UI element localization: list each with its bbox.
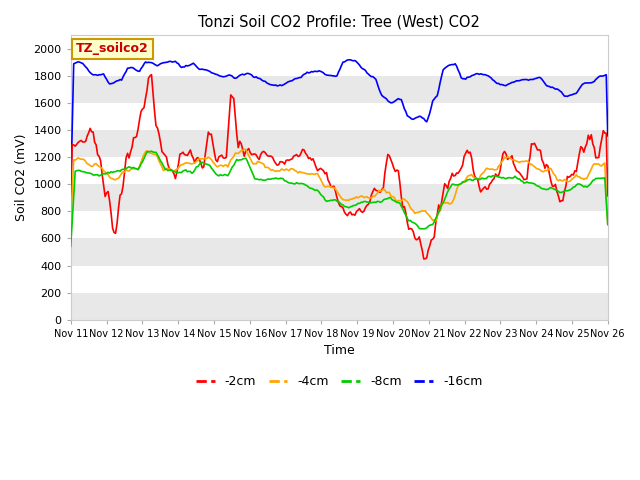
Bar: [70, 293, 608, 320]
Title: Tonzi Soil CO2 Profile: Tree (West) CO2: Tonzi Soil CO2 Profile: Tree (West) CO2: [198, 15, 480, 30]
Bar: [70, 211, 608, 239]
Text: TZ_soilco2: TZ_soilco2: [76, 42, 149, 56]
X-axis label: Time: Time: [324, 344, 355, 357]
Bar: [70, 76, 608, 103]
Bar: [70, 184, 608, 211]
Bar: [70, 265, 608, 293]
Y-axis label: Soil CO2 (mV): Soil CO2 (mV): [15, 134, 28, 221]
Legend: -2cm, -4cm, -8cm, -16cm: -2cm, -4cm, -8cm, -16cm: [191, 370, 488, 393]
Bar: [70, 130, 608, 157]
Bar: [70, 239, 608, 265]
Bar: [70, 49, 608, 76]
Bar: [70, 103, 608, 130]
Bar: [70, 157, 608, 184]
